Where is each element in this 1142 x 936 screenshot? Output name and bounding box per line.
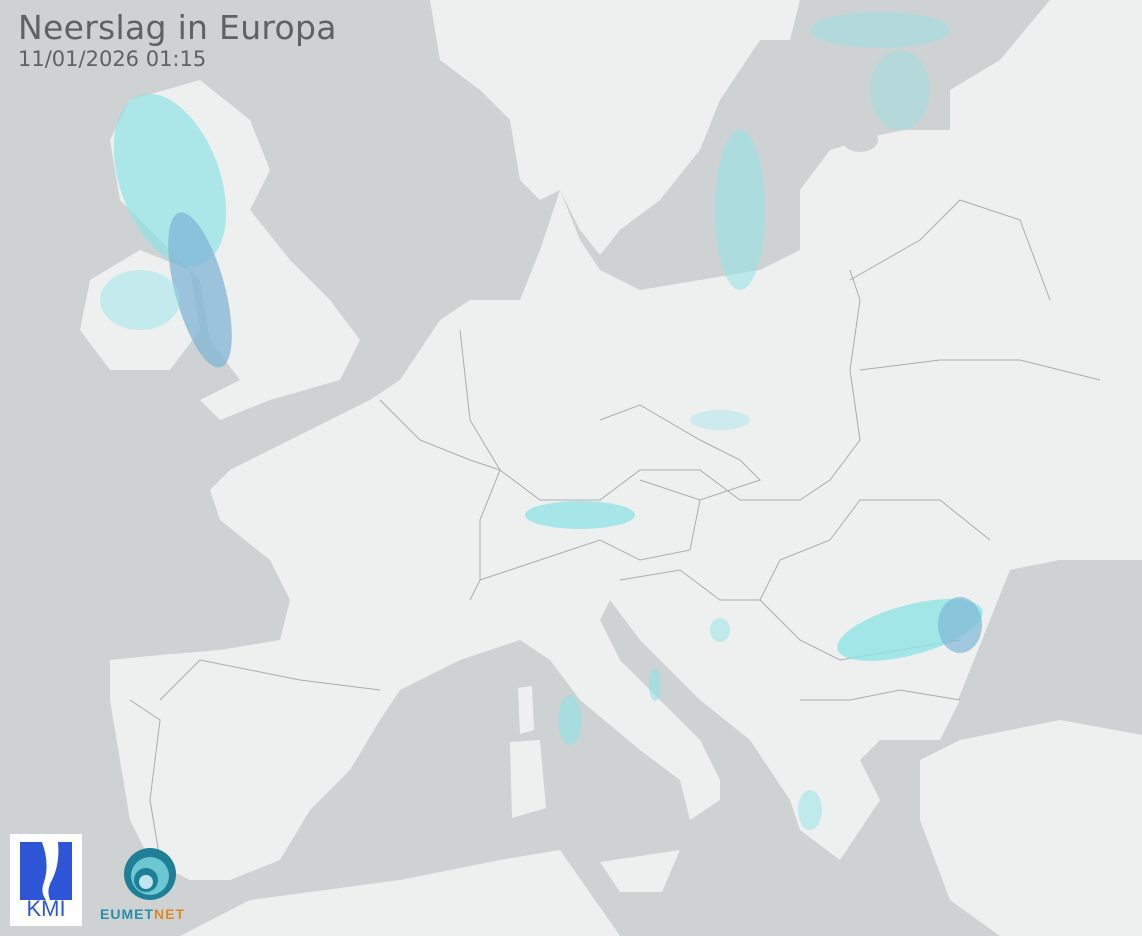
precip-balkans [710,618,730,642]
land-ireland [80,250,200,370]
border [800,689,961,701]
eumetnet-text-a: EUMET [100,906,154,922]
precip-italy [558,695,582,745]
kmi-logo-text: KMI [26,896,66,921]
precip-irish-sea [168,212,232,368]
kmi-logo: KMI [10,834,82,926]
precip-greece [798,790,822,830]
precip-baltic [715,130,765,290]
precip-finland [870,50,930,130]
eumetnet-logo-text: EUMETNET [100,906,185,922]
eumetnet-emblem-icon [124,848,176,900]
precip-ireland [100,270,180,330]
eumetnet-logo: EUMETNET [100,846,200,926]
border [159,659,381,701]
kmi-emblem-icon [20,842,72,900]
eumetnet-text-b: NET [154,906,185,922]
border [849,199,1051,301]
precip-poland [690,410,750,430]
land-areas [80,0,1142,936]
precip-gulf-bothnia [810,12,950,48]
precipitation-overlay [100,12,983,830]
land-turkey [920,720,1142,936]
map-title: Neerslag in Europa [18,8,337,47]
border [759,499,991,601]
country-borders [129,199,1101,861]
inland-seas [600,0,1142,722]
land-scandinavia [430,0,820,255]
map-timestamp: 11/01/2026 01:15 [18,47,207,71]
precip-alps [525,501,635,529]
black-sea [958,560,1142,722]
land-corsica [518,686,534,734]
precip-scotland [113,93,227,267]
border [459,269,861,501]
baltic-sea [600,0,950,282]
border [129,699,161,861]
land-sardinia [510,740,546,818]
precip-black-sea-coast [938,597,982,653]
lake [842,128,878,152]
land-sicily [600,850,680,892]
border [479,499,701,581]
border [859,359,1101,381]
land-north-africa [180,850,620,936]
precip-croatia-coast [649,669,661,701]
